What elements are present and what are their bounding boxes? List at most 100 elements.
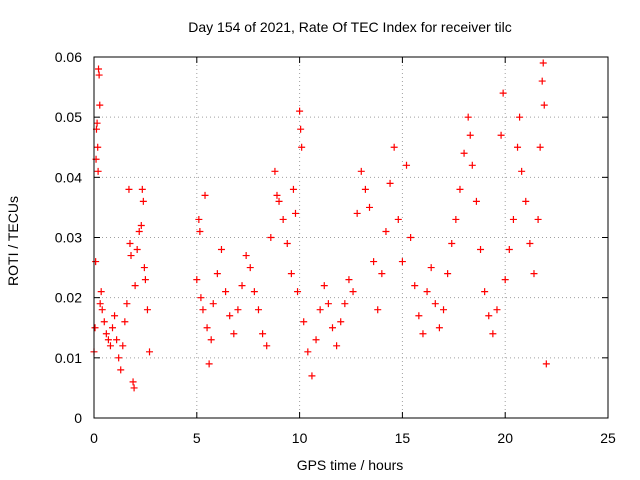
data-point (534, 215, 542, 223)
data-point (316, 306, 324, 314)
x-tick-label: 15 (395, 430, 411, 446)
data-point (324, 300, 332, 308)
x-tick-label: 5 (193, 430, 201, 446)
data-point (94, 167, 102, 175)
data-point (423, 288, 431, 296)
data-point (197, 294, 205, 302)
data-point (394, 215, 402, 223)
data-point (130, 384, 138, 392)
data-point (514, 143, 522, 151)
data-point (320, 282, 328, 290)
x-tick-label: 20 (497, 430, 513, 446)
data-point (254, 306, 262, 314)
y-tick-label: 0.01 (55, 350, 82, 366)
data-point (92, 258, 100, 266)
data-point (201, 191, 209, 199)
data-point (96, 300, 104, 308)
data-point (246, 264, 254, 272)
data-point (111, 312, 119, 320)
data-point (353, 209, 361, 217)
chart-title: Day 154 of 2021, Rate Of TEC Index for r… (188, 19, 511, 35)
data-point (133, 246, 141, 254)
data-point (95, 71, 103, 79)
data-point (509, 215, 517, 223)
data-point (472, 197, 480, 205)
data-point (98, 306, 106, 314)
x-tick-label: 10 (292, 430, 308, 446)
data-point (273, 191, 281, 199)
y-tick-label: 0.02 (55, 290, 82, 306)
data-point (143, 306, 151, 314)
data-point (485, 312, 493, 320)
data-point (196, 227, 204, 235)
data-point (230, 330, 238, 338)
data-point (146, 348, 154, 356)
data-point (440, 306, 448, 314)
x-tick-label: 0 (90, 430, 98, 446)
data-point (131, 282, 139, 290)
data-point (516, 113, 524, 121)
data-point (97, 288, 105, 296)
data-point (121, 318, 129, 326)
data-point (477, 246, 485, 254)
data-point (203, 324, 211, 332)
data-point (361, 185, 369, 193)
data-point (250, 288, 258, 296)
tick-layer: 0 0.01 0.02 0.03 0.04 0.05 0.06 0 5 10 15 20 25 (55, 49, 616, 446)
data-point (91, 324, 99, 332)
data-point (207, 336, 215, 344)
data-point (366, 203, 374, 211)
data-point (95, 65, 103, 73)
data-point (125, 185, 133, 193)
data-point (448, 240, 456, 248)
data-point (222, 288, 230, 296)
data-point (96, 101, 104, 109)
data-point (294, 288, 302, 296)
data-point (522, 197, 530, 205)
data-point (234, 306, 242, 314)
data-point (140, 264, 148, 272)
data-point (378, 270, 386, 278)
data-point (259, 330, 267, 338)
y-tick-label: 0 (74, 410, 82, 426)
data-point (431, 300, 439, 308)
data-point (141, 276, 149, 284)
data-point (526, 240, 534, 248)
data-point (493, 306, 501, 314)
data-point (304, 348, 312, 356)
data-point (466, 131, 474, 139)
data-point (403, 161, 411, 169)
data-point (407, 234, 415, 241)
data-point (139, 197, 147, 205)
data-point (386, 179, 394, 187)
data-point (199, 306, 207, 314)
data-point (530, 270, 538, 278)
x-axis-label: GPS time / hours (297, 457, 404, 473)
data-point (398, 258, 406, 266)
data-point (337, 318, 345, 326)
data-point (289, 185, 297, 193)
data-point (238, 282, 246, 290)
data-point (119, 342, 127, 350)
data-point (308, 372, 316, 380)
data-point (106, 342, 114, 350)
data-points (90, 59, 550, 392)
data-point (518, 167, 526, 175)
y-tick-label: 0.06 (55, 49, 82, 65)
data-point (209, 300, 217, 308)
data-point (109, 324, 117, 332)
data-point (137, 221, 145, 229)
data-point (444, 270, 452, 278)
data-point (283, 240, 291, 248)
data-point (113, 336, 121, 344)
data-point (464, 113, 472, 121)
data-point (415, 312, 423, 320)
data-point (300, 318, 308, 326)
data-point (263, 342, 271, 350)
data-point (135, 227, 143, 235)
data-point (242, 252, 250, 260)
data-point (226, 312, 234, 320)
data-point (452, 215, 460, 223)
